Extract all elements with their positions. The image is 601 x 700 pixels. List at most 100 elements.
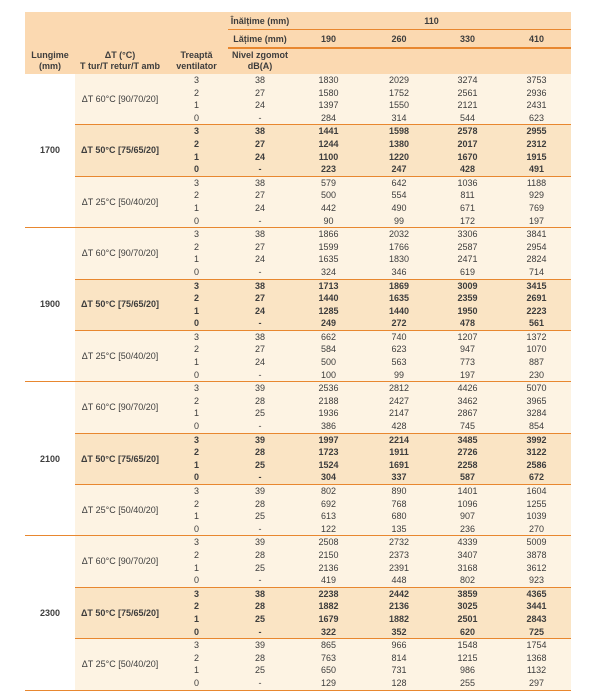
table-row: ΔT 25°C [50/40/20] 3 39 802 890 1401 1604 — [25, 484, 572, 537]
power-value-cell: 1207 — [433, 330, 502, 344]
fan-step-cell: 1 — [165, 510, 228, 523]
power-value-cell: 386 — [292, 420, 365, 434]
power-value-cell: 1950 — [433, 304, 502, 318]
delta-t-cell: ΔT 25°C [50/40/20] — [75, 176, 165, 229]
power-value-cell: 249 — [292, 317, 365, 331]
fan-step-cell: 0 — [165, 676, 228, 691]
table-row: ΔT 50°C [75/65/20] 3 38 1441 1598 2578 2955 — [25, 124, 572, 177]
fan-step-cell: 3 — [165, 638, 228, 652]
power-value-cell: 2431 — [502, 99, 572, 112]
power-value-cell: 642 — [365, 176, 433, 190]
table-row: 0-129 128 255 297 — [25, 676, 572, 691]
power-value-cell: 923 — [502, 574, 572, 588]
table-row: 0-304 337 587 672 — [25, 471, 572, 486]
fan-step-cell: 3 — [165, 535, 228, 549]
power-value-cell: 1911 — [365, 446, 433, 459]
table-row: ΔT 50°C [75/65/20] 3 38 1713 1869 3009 3415 — [25, 279, 572, 331]
power-value-cell: 2136 — [292, 561, 365, 575]
height-label-cell: Înălțime (mm) — [228, 12, 292, 30]
power-value-cell: 172 — [433, 214, 502, 229]
fan-step-cell: 0 — [165, 471, 228, 486]
noise-cell: - — [228, 317, 292, 331]
power-value-cell: 2824 — [502, 253, 572, 266]
table-row: 1 24 1635 1830 2471 2824 — [25, 253, 572, 266]
power-value-cell: 1882 — [292, 600, 365, 613]
power-value-cell: 1869 — [365, 279, 433, 293]
table-row: 2 27 1440 1635 2359 2691 — [25, 292, 572, 305]
power-value-cell: 854 — [502, 420, 572, 434]
noise-cell: 38 — [228, 124, 292, 138]
fan-step-cell: 2 — [165, 394, 228, 408]
power-value-cell: 442 — [292, 201, 365, 215]
power-value-cell: 247 — [365, 163, 433, 177]
fan-step-cell: 3 — [165, 484, 228, 498]
noise-cell: 28 — [228, 600, 292, 613]
noise-cell: 24 — [228, 99, 292, 112]
power-value-cell: 128 — [365, 676, 433, 691]
table-row: 0-419 448 802 923 — [25, 574, 572, 588]
power-value-cell: 2258 — [433, 458, 502, 472]
power-value-cell: 352 — [365, 625, 433, 640]
noise-cell: 39 — [228, 638, 292, 652]
power-value-cell: 773 — [433, 356, 502, 369]
fan-step-cell: 0 — [165, 163, 228, 177]
power-value-cell: 650 — [292, 664, 365, 677]
table-row: 0-322 352 620 725 — [25, 625, 572, 640]
power-value-cell: 2359 — [433, 292, 502, 305]
power-value-cell: 1580 — [292, 86, 365, 100]
power-value-cell: 3415 — [502, 279, 572, 293]
power-value-cell: 448 — [365, 574, 433, 588]
power-value-cell: 1397 — [292, 99, 365, 112]
fan-step-cell: 2 — [165, 137, 228, 151]
delta-t-cell: ΔT 25°C [50/40/20] — [75, 638, 165, 691]
power-value-cell: 3612 — [502, 561, 572, 575]
table-row: ΔT 50°C [75/65/20] 3 38 2238 2442 3859 4365 — [25, 587, 572, 640]
header-spacer-cell — [292, 48, 572, 74]
fan-step-cell: 2 — [165, 600, 228, 613]
power-value-cell: 2955 — [502, 124, 572, 138]
noise-cell: 38 — [228, 330, 292, 344]
power-value-cell: 672 — [502, 471, 572, 486]
noise-cell: 25 — [228, 458, 292, 472]
power-value-cell: 907 — [433, 510, 502, 523]
power-value-cell: 1440 — [365, 304, 433, 318]
datasheet-table-region: Lungime (mm) ΔT (°C) T tur/T retur/T amb… — [25, 12, 572, 691]
noise-header-line1: Nivel zgomot — [231, 50, 288, 60]
power-value-cell: 478 — [433, 317, 502, 331]
power-value-cell: 419 — [292, 574, 365, 588]
radiator-output-table: Lungime (mm) ΔT (°C) T tur/T retur/T amb… — [25, 12, 572, 691]
power-value-cell: 3407 — [433, 548, 502, 562]
table-row: 2 28 763 814 1215 1368 — [25, 651, 572, 665]
power-value-cell: 1936 — [292, 407, 365, 421]
noise-cell: - — [228, 420, 292, 434]
delta-t-cell: ΔT 50°C [75/65/20] — [75, 279, 165, 331]
power-value-cell: 2508 — [292, 535, 365, 549]
table-row: 0-100 99 197 230 — [25, 368, 572, 383]
noise-cell: 24 — [228, 253, 292, 266]
noise-cell: 25 — [228, 407, 292, 421]
table-row: 1 25 1679 1882 2501 2843 — [25, 612, 572, 626]
power-value-cell: 865 — [292, 638, 365, 652]
power-value-cell: 740 — [365, 330, 433, 344]
power-value-cell: 2471 — [433, 253, 502, 266]
width-value-cell-410: 410 — [502, 29, 572, 49]
noise-cell: 39 — [228, 381, 292, 395]
power-value-cell: 1635 — [292, 253, 365, 266]
noise-cell: 27 — [228, 86, 292, 100]
table-row: 0-223 247 428 491 — [25, 163, 572, 177]
power-value-cell: 1670 — [433, 150, 502, 164]
power-value-cell: 3992 — [502, 433, 572, 447]
fan-step-cell: 3 — [165, 587, 228, 601]
power-value-cell: 587 — [433, 471, 502, 486]
fan-step-cell: 0 — [165, 522, 228, 537]
noise-cell: 28 — [228, 651, 292, 665]
table-row: 2300 ΔT 60°C [90/70/20] 3 39 2508 2732 4339 500… — [25, 535, 572, 691]
power-value-cell: 1215 — [433, 651, 502, 665]
power-value-cell: 1368 — [502, 651, 572, 665]
power-value-cell: 544 — [433, 111, 502, 126]
noise-cell: 24 — [228, 201, 292, 215]
noise-cell: 39 — [228, 535, 292, 549]
length-cell: 2100 — [25, 381, 75, 537]
power-value-cell: 500 — [292, 356, 365, 369]
power-value-cell: 2691 — [502, 292, 572, 305]
